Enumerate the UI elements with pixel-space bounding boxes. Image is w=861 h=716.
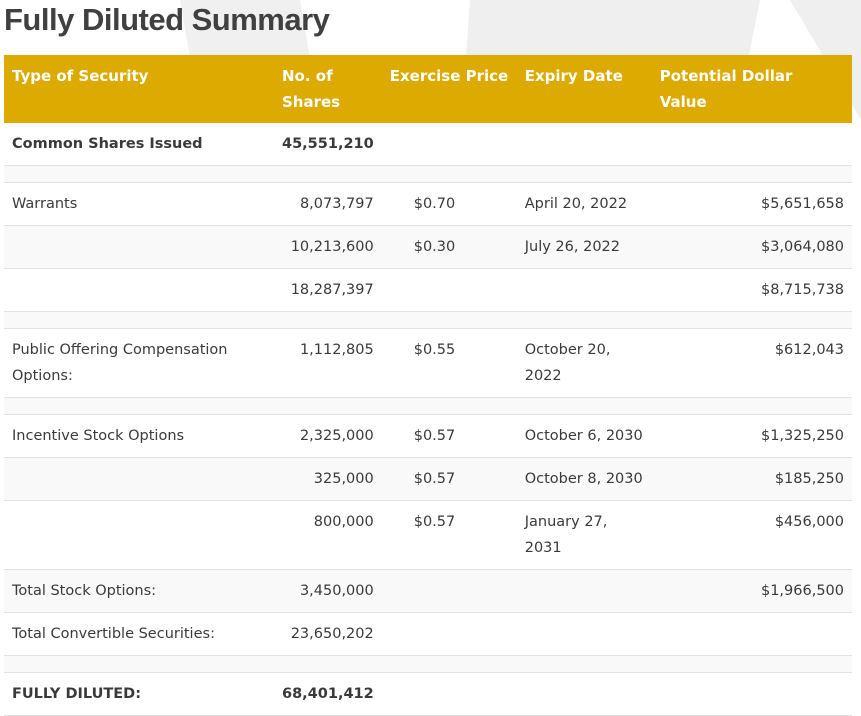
- cell-value: [651, 123, 852, 166]
- cell-shares: 2,325,000: [274, 414, 382, 458]
- cell-expiry: [516, 672, 652, 716]
- cell-price: [381, 268, 517, 312]
- header-value: Potential Dollar Value: [651, 55, 852, 123]
- table-row: FULLY DILUTED: 68,401,412: [4, 672, 852, 716]
- cell-type: [4, 268, 274, 312]
- cell-shares: [274, 397, 382, 415]
- header-type: Type of Security: [4, 55, 274, 123]
- header-shares: No. of Shares: [274, 55, 382, 123]
- cell-value: [651, 612, 852, 656]
- cell-value: [651, 311, 852, 329]
- cell-expiry: [516, 123, 652, 166]
- cell-type: Total Stock Options:: [4, 569, 274, 613]
- table-row: 800,000 $0.57 January 27, 2031 $456,000: [4, 500, 852, 570]
- cell-price: $0.30: [381, 225, 517, 269]
- cell-expiry: July 26, 2022: [516, 225, 652, 269]
- cell-price: [381, 612, 517, 656]
- cell-shares: 1,112,805: [274, 328, 382, 398]
- cell-expiry: [516, 268, 652, 312]
- cell-shares: 18,287,397: [274, 268, 382, 312]
- cell-type: [4, 311, 274, 329]
- cell-type: FULLY DILUTED:: [4, 672, 274, 716]
- table-row: Incentive Stock Options 2,325,000 $0.57 Oct…: [4, 414, 852, 458]
- cell-value: [651, 397, 852, 415]
- cell-price: $0.70: [381, 182, 517, 226]
- cell-shares: 10,213,600: [274, 225, 382, 269]
- table-row: 325,000 $0.57 October 8, 2030 $185,250: [4, 457, 852, 501]
- cell-expiry: April 20, 2022: [516, 182, 652, 226]
- cell-expiry: [516, 311, 652, 329]
- cell-value: $185,250: [651, 457, 852, 501]
- header-expiry: Expiry Date: [516, 55, 652, 123]
- cell-shares: [274, 655, 382, 673]
- cell-price: [381, 397, 517, 415]
- cell-value: $8,715,738: [651, 268, 852, 312]
- cell-type: Incentive Stock Options: [4, 414, 274, 458]
- cell-type: [4, 225, 274, 269]
- spacer-row: [4, 655, 852, 673]
- table-row: Common Shares Issued 45,551,210: [4, 123, 852, 166]
- cell-price: $0.55: [381, 328, 517, 398]
- cell-shares: 8,073,797: [274, 182, 382, 226]
- cell-type: [4, 500, 274, 570]
- page-title: Fully Diluted Summary: [4, 2, 330, 37]
- cell-expiry: January 27, 2031: [516, 500, 652, 570]
- cell-expiry: [516, 397, 652, 415]
- spacer-row: [4, 311, 852, 329]
- cell-value: $3,064,080: [651, 225, 852, 269]
- cell-expiry: October 8, 2030: [516, 457, 652, 501]
- spacer-row: [4, 397, 852, 415]
- table-row: Public Offering Compensation Options: 1,1…: [4, 328, 852, 398]
- cell-type: [4, 457, 274, 501]
- cell-price: $0.57: [381, 414, 517, 458]
- cell-shares: 45,551,210: [274, 123, 382, 166]
- cell-shares: 800,000: [274, 500, 382, 570]
- cell-type: Total Convertible Securities:: [4, 612, 274, 656]
- cell-value: $1,325,250: [651, 414, 852, 458]
- cell-price: [381, 655, 517, 673]
- header-price: Exercise Price: [381, 55, 517, 123]
- cell-type: Warrants: [4, 182, 274, 226]
- cell-price: $0.57: [381, 457, 517, 501]
- table-row: Warrants 8,073,797 $0.70 April 20, 2022 $5,6…: [4, 182, 852, 226]
- cell-shares: 68,401,412: [274, 672, 382, 716]
- cell-price: [381, 165, 517, 183]
- cell-price: [381, 672, 517, 716]
- fully-diluted-table: Type of Security No. of Shares Exercise …: [4, 55, 852, 716]
- cell-expiry: [516, 612, 652, 656]
- cell-type: [4, 655, 274, 673]
- cell-price: [381, 569, 517, 613]
- cell-type: [4, 397, 274, 415]
- cell-expiry: [516, 569, 652, 613]
- cell-shares: [274, 165, 382, 183]
- cell-expiry: October 6, 2030: [516, 414, 652, 458]
- table-row: 18,287,397 $8,715,738: [4, 268, 852, 312]
- cell-value: $456,000: [651, 500, 852, 570]
- cell-expiry: [516, 655, 652, 673]
- cell-expiry: October 20, 2022: [516, 328, 652, 398]
- cell-value: $612,043: [651, 328, 852, 398]
- spacer-row: [4, 165, 852, 183]
- cell-value: [651, 655, 852, 673]
- cell-value: $5,651,658: [651, 182, 852, 226]
- cell-shares: 325,000: [274, 457, 382, 501]
- cell-shares: [274, 311, 382, 329]
- cell-shares: 3,450,000: [274, 569, 382, 613]
- cell-expiry: [516, 165, 652, 183]
- table-row: 10,213,600 $0.30 July 26, 2022 $3,064,080: [4, 225, 852, 269]
- cell-type: Public Offering Compensation Options:: [4, 328, 274, 398]
- cell-value: $1,966,500: [651, 569, 852, 613]
- cell-price: [381, 123, 517, 166]
- cell-value: [651, 165, 852, 183]
- table-row: Total Convertible Securities: 23,650,202: [4, 612, 852, 656]
- cell-type: [4, 165, 274, 183]
- cell-value: [651, 672, 852, 716]
- cell-price: [381, 311, 517, 329]
- table-row: Total Stock Options: 3,450,000 $1,966,500: [4, 569, 852, 613]
- cell-shares: 23,650,202: [274, 612, 382, 656]
- table-header-row: Type of Security No. of Shares Exercise …: [4, 55, 852, 123]
- cell-type: Common Shares Issued: [4, 123, 274, 166]
- cell-price: $0.57: [381, 500, 517, 570]
